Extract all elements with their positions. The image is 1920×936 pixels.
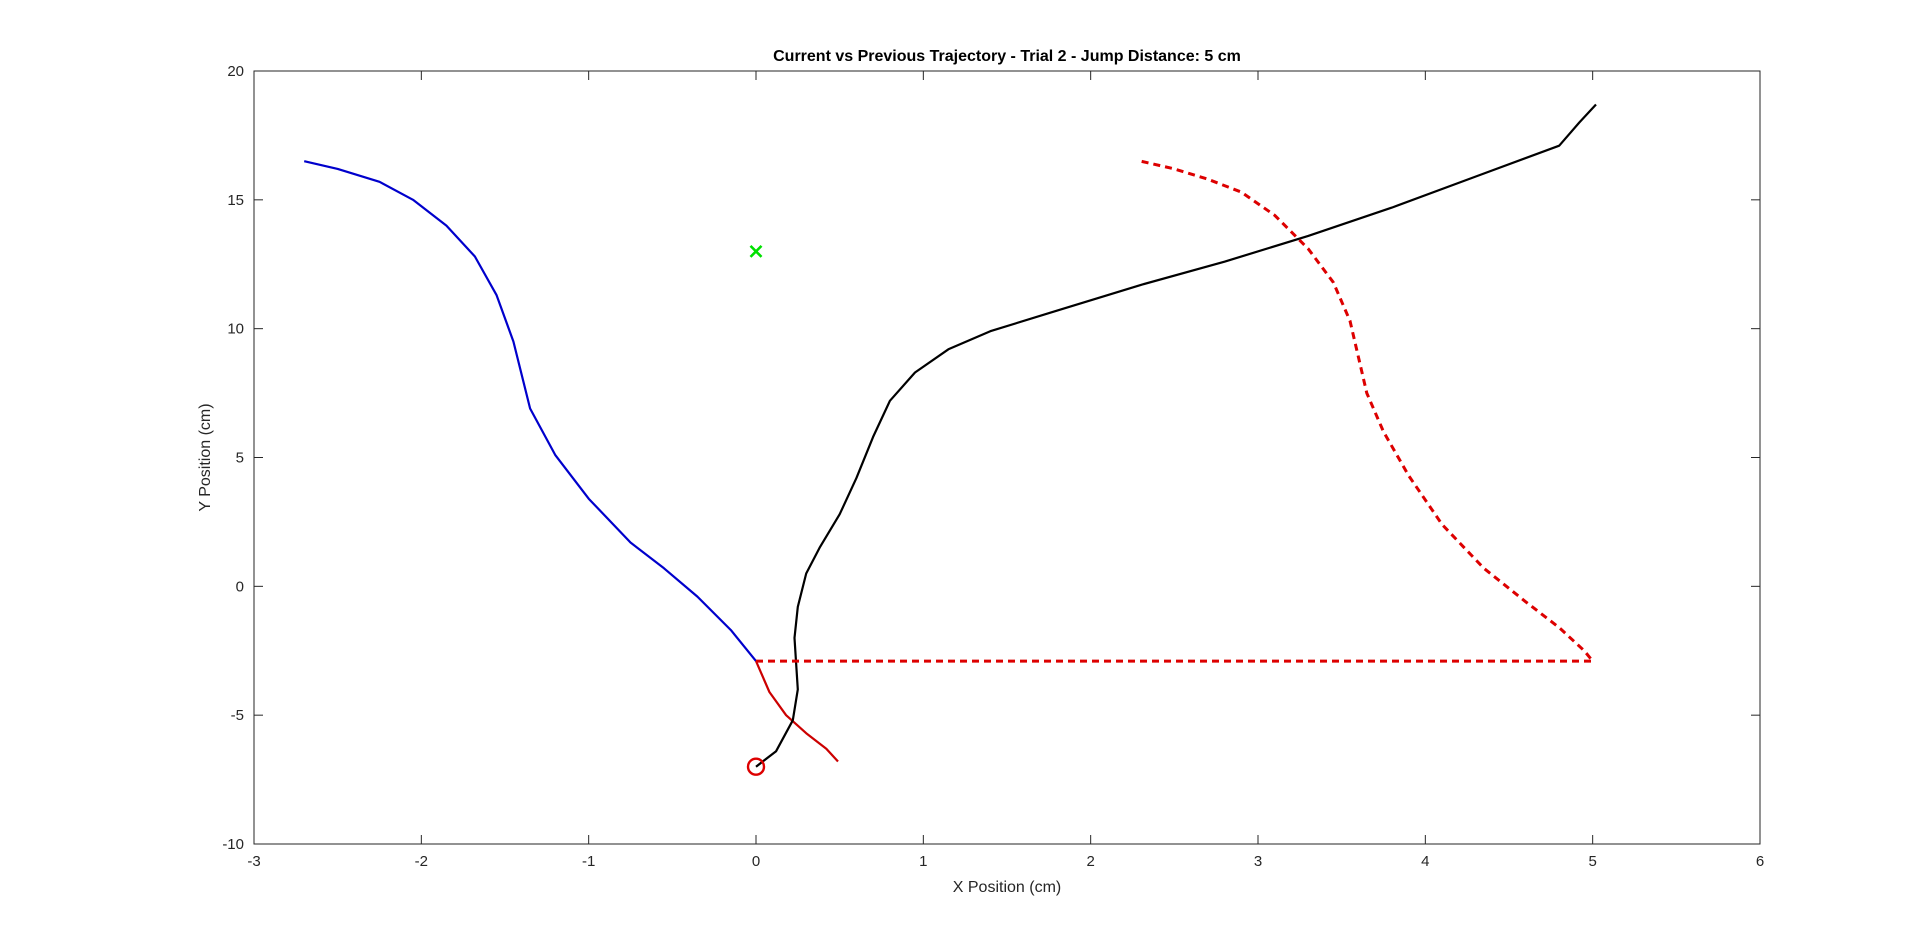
x-tick-label: 1 bbox=[919, 853, 927, 870]
x-tick-label: 2 bbox=[1086, 853, 1094, 870]
trajectory-line-1 bbox=[303, 160, 757, 662]
trajectory-line-4 bbox=[756, 159, 1595, 663]
y-tick-label: 20 bbox=[227, 63, 244, 80]
x-tick-label: -1 bbox=[582, 853, 595, 870]
x-tick-label: -3 bbox=[247, 853, 260, 870]
y-tick-label: 10 bbox=[227, 321, 244, 338]
x-axis-label: X Position (cm) bbox=[953, 879, 1061, 896]
y-axis-label: Y Position (cm) bbox=[197, 403, 214, 511]
y-tick-label: 0 bbox=[236, 578, 244, 595]
trajectory-line-3 bbox=[755, 103, 1597, 768]
axes-box bbox=[253, 70, 1761, 845]
plot-area bbox=[253, 70, 1761, 845]
x-tick-label: 6 bbox=[1756, 853, 1764, 870]
y-tick-label: 15 bbox=[227, 192, 244, 209]
y-tick-label: -10 bbox=[222, 836, 244, 853]
x-tick-label: 5 bbox=[1588, 853, 1596, 870]
target-x-marker bbox=[749, 244, 763, 258]
series-layer bbox=[303, 103, 1597, 768]
x-tick-label: 3 bbox=[1254, 853, 1262, 870]
x-tick-label: -2 bbox=[415, 853, 428, 870]
marker-layer bbox=[746, 244, 766, 776]
trajectory-line-2 bbox=[754, 660, 839, 763]
x-tick-label: 4 bbox=[1421, 853, 1429, 870]
start-circle-marker bbox=[746, 757, 766, 776]
y-tick-label: 5 bbox=[236, 450, 244, 467]
y-tick-label: -5 bbox=[231, 707, 244, 724]
x-tick-label: 0 bbox=[752, 853, 760, 870]
chart-title: Current vs Previous Trajectory - Trial 2… bbox=[773, 48, 1241, 65]
